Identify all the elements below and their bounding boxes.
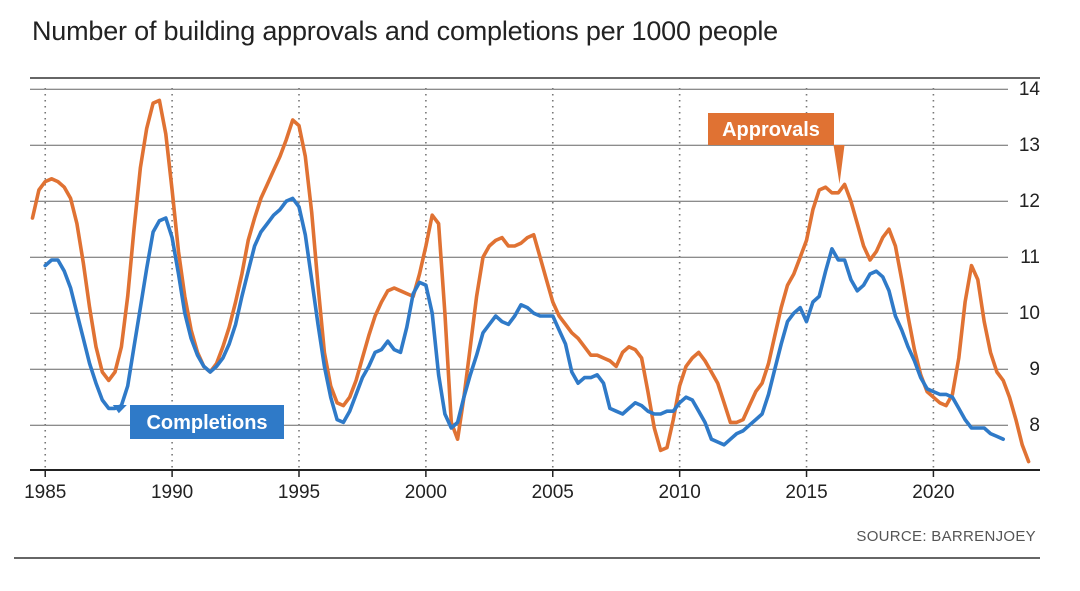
y-tick-label: 10 [1019, 303, 1040, 324]
series-line-completions [43, 196, 1005, 447]
series-callouts: Approvals Completions [112, 113, 845, 439]
y-axis-tick-labels: 8 9 10 11 12 13 14 [1019, 79, 1041, 436]
x-tick-label: 2020 [912, 482, 954, 503]
x-tick-label: 2015 [785, 482, 827, 503]
x-tick-label: 2000 [405, 482, 447, 503]
x-tick-label: 2005 [532, 482, 574, 503]
x-tick-label: 1995 [278, 482, 320, 503]
completions-callout-label: Completions [146, 412, 267, 434]
y-tick-label: 8 [1029, 415, 1040, 436]
approvals-callout-box [708, 113, 845, 184]
y-tick-label: 11 [1020, 247, 1040, 268]
y-tick-label: 13 [1019, 135, 1040, 156]
approvals-callout-label: Approvals [722, 119, 820, 141]
y-tick-label: 14 [1019, 79, 1041, 100]
source-note: SOURCE: BARRENJOEY [856, 528, 1036, 545]
x-tick-label: 1990 [151, 482, 193, 503]
x-axis-tick-labels: 1985 1990 1995 2000 2005 2010 2015 2020 [24, 482, 954, 503]
y-tick-label: 9 [1029, 359, 1040, 380]
completions-callout-box [112, 405, 284, 439]
x-tick-label: 1985 [24, 482, 66, 503]
series-lines [30, 98, 1031, 464]
approvals-callout: Approvals [708, 113, 845, 184]
y-tick-label: 12 [1019, 191, 1040, 212]
completions-callout: Completions [112, 405, 284, 439]
chart-title: Number of building approvals and complet… [32, 16, 778, 46]
x-tick-label: 2010 [659, 482, 701, 503]
